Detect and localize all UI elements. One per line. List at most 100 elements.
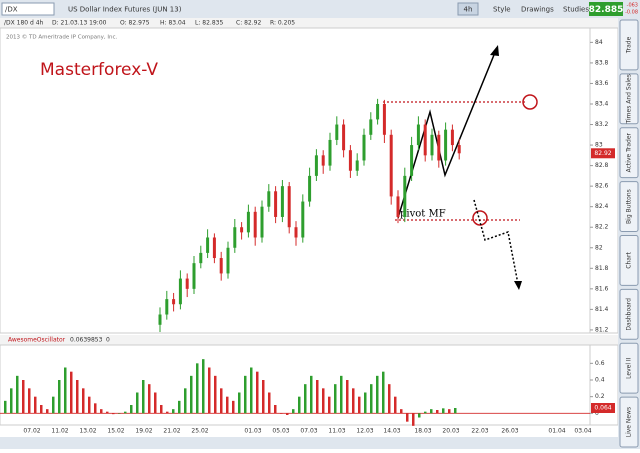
candle-body xyxy=(301,201,305,238)
x-tick-label: 01.04 xyxy=(548,428,565,435)
osc-bar xyxy=(418,413,421,418)
osc-bar xyxy=(178,400,181,414)
x-tick-label: 22.03 xyxy=(471,428,488,435)
osc-name: AwesomeOscillator xyxy=(8,337,66,344)
osc-bar xyxy=(184,388,187,414)
side-tab-label: Live News xyxy=(626,407,633,437)
osc-bar xyxy=(28,388,31,414)
osc-bar xyxy=(10,388,13,414)
y-tick-label: 82.8 xyxy=(595,162,609,169)
candle-body xyxy=(396,196,400,217)
style-button[interactable]: Style xyxy=(493,6,511,14)
last-box xyxy=(591,148,615,159)
candle-body xyxy=(294,227,298,238)
side-tab[interactable] xyxy=(619,73,639,125)
osc-bar xyxy=(220,388,223,414)
osc-bar xyxy=(322,388,325,414)
y-tick-label: 83.6 xyxy=(595,80,609,87)
last-box xyxy=(589,2,623,16)
candle-body xyxy=(308,175,312,202)
x-tick-label: 14.03 xyxy=(383,428,400,435)
x-tick-label: 21.02 xyxy=(163,428,180,435)
osc-bar xyxy=(112,413,115,415)
osc-bar xyxy=(454,408,457,414)
x-tick-label: 11.02 xyxy=(51,428,68,435)
side-tab-label: Trade xyxy=(626,36,633,54)
candle-body xyxy=(416,124,420,146)
side-tab[interactable] xyxy=(619,288,639,340)
y-tick-label: 83.4 xyxy=(595,100,609,107)
osc-bar xyxy=(370,384,373,414)
osc-bar xyxy=(382,371,385,414)
info-bar xyxy=(0,18,618,28)
side-tab[interactable] xyxy=(619,127,639,179)
y-tick-label: 0.4 xyxy=(595,377,605,384)
x-tick-label: 11.03 xyxy=(328,428,345,435)
x-tick-label: 01.03 xyxy=(244,428,261,435)
description: US Dollar Index Futures (JUN 13) xyxy=(68,6,182,14)
info-item: O: 82.975 xyxy=(120,20,150,27)
candle-body xyxy=(362,134,366,161)
candle-body xyxy=(274,191,278,217)
candle-body xyxy=(172,299,176,305)
y-tick-label: 84 xyxy=(595,39,603,46)
x-tick-label: 13.02 xyxy=(79,428,96,435)
y-tick-label: 81.8 xyxy=(595,265,609,272)
side-tab[interactable] xyxy=(619,342,639,394)
y-tick-label: 81.2 xyxy=(595,326,609,333)
osc-bar xyxy=(280,413,283,414)
studies-button[interactable]: Studies xyxy=(563,6,589,14)
candle-body xyxy=(437,134,441,161)
osc-bar xyxy=(430,409,433,414)
candle-body xyxy=(335,124,339,140)
osc-bar xyxy=(442,408,445,414)
candle-body xyxy=(410,145,414,176)
osc-bar xyxy=(292,409,295,414)
candle-body xyxy=(287,186,291,228)
osc-bar xyxy=(406,413,409,422)
osc-bar xyxy=(358,396,361,414)
candle-body xyxy=(219,258,223,274)
osc-bar xyxy=(376,375,379,414)
osc-bar xyxy=(46,409,49,414)
info-item: L: 82.835 xyxy=(195,20,223,27)
osc-bar xyxy=(22,380,25,414)
y-tick-label: 83.8 xyxy=(595,59,609,66)
osc-bar xyxy=(238,392,241,414)
osc-bar xyxy=(208,367,211,414)
x-tick-label: 05.03 xyxy=(272,428,289,435)
price-axis xyxy=(589,27,619,334)
toolbar xyxy=(0,0,640,18)
osc-bar xyxy=(154,392,157,414)
candle-body xyxy=(158,314,162,325)
osc-bar xyxy=(166,411,169,414)
side-tab[interactable] xyxy=(619,181,639,232)
sidebar xyxy=(618,18,640,449)
osc-bar xyxy=(52,396,55,414)
circle xyxy=(522,94,538,110)
symbol-box[interactable] xyxy=(1,2,55,16)
side-tab[interactable] xyxy=(619,19,639,71)
osc-bar xyxy=(268,392,271,414)
drawings-button[interactable]: Drawings xyxy=(521,6,554,14)
y-tick-label: 0 xyxy=(595,410,599,417)
candle-body xyxy=(369,119,373,135)
scrollbar[interactable] xyxy=(0,437,618,449)
osc-bar xyxy=(88,396,91,414)
x-tick-label: 12.03 xyxy=(356,428,373,435)
arrow-head xyxy=(490,45,499,56)
candle-body xyxy=(267,191,271,207)
interval-button[interactable] xyxy=(457,2,479,16)
candle-body xyxy=(240,227,244,233)
x-tick-label: 03.04 xyxy=(574,428,591,435)
side-tab[interactable] xyxy=(619,235,639,286)
osc-bar xyxy=(436,410,439,414)
arrow-head xyxy=(514,281,522,290)
candle-body xyxy=(342,124,346,151)
osc-bar xyxy=(298,396,301,414)
side-tab[interactable] xyxy=(619,396,639,448)
y-tick-label: 0.6 xyxy=(595,360,605,367)
side-tab-label: Dashboard xyxy=(626,298,633,331)
osc-bar xyxy=(346,380,349,414)
